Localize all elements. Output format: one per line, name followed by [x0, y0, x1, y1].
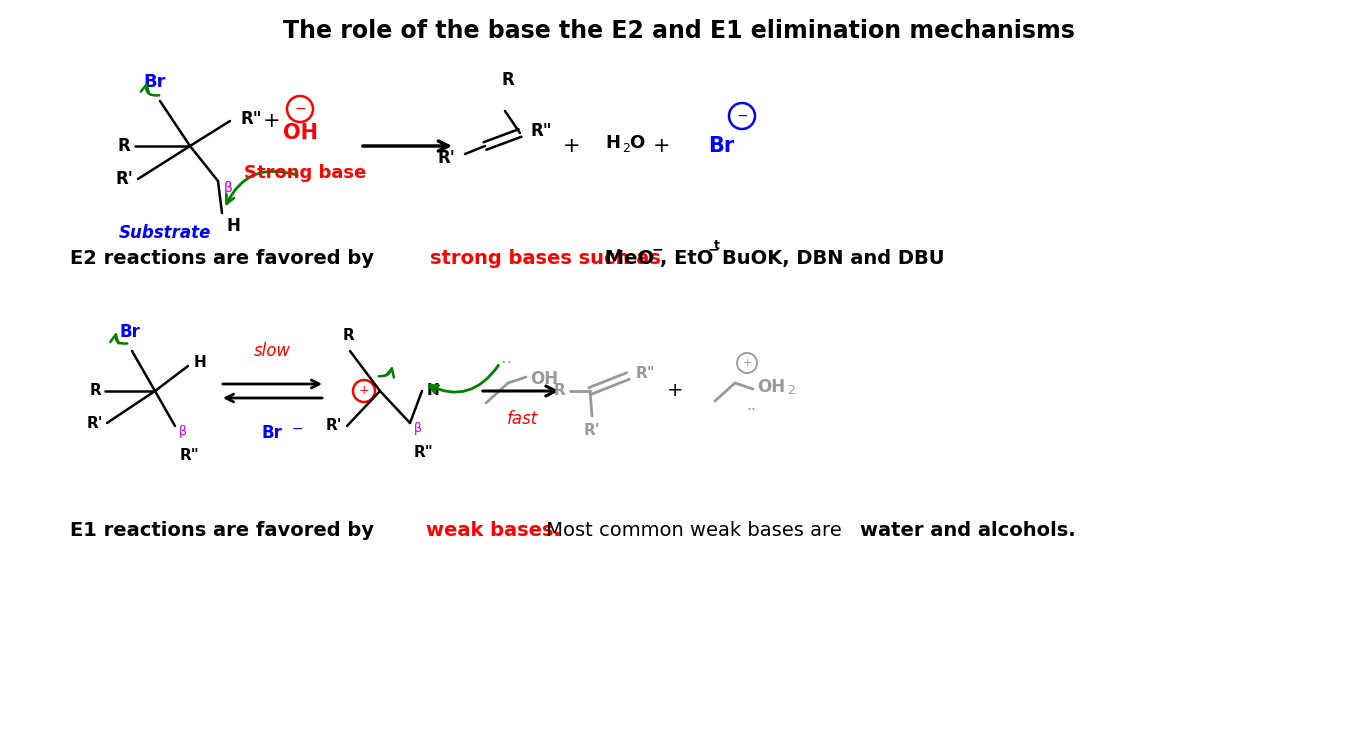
Text: H: H [606, 134, 621, 152]
Text: H: H [426, 384, 440, 399]
Text: strong bases such as: strong bases such as [430, 249, 661, 269]
Text: OH: OH [282, 123, 318, 143]
Text: water and alcohols.: water and alcohols. [860, 521, 1076, 541]
Text: Br: Br [262, 424, 282, 442]
Text: +: + [743, 358, 752, 368]
Text: Most common weak bases are: Most common weak bases are [540, 521, 847, 541]
Text: β: β [179, 425, 187, 438]
Text: MeO: MeO [598, 249, 655, 269]
Text: Strong base: Strong base [244, 164, 367, 182]
Text: H: H [194, 355, 206, 370]
Text: E2 reactions are favored by: E2 reactions are favored by [71, 249, 380, 269]
Text: −: − [295, 102, 306, 116]
Text: slow: slow [254, 342, 291, 360]
Text: R": R" [636, 366, 656, 382]
Text: −: − [736, 109, 748, 123]
Text: OH: OH [756, 378, 785, 396]
Text: β: β [224, 181, 232, 195]
Text: R: R [117, 137, 130, 155]
Text: −: − [652, 242, 664, 256]
Text: OH: OH [530, 370, 558, 388]
Text: R': R' [437, 149, 455, 167]
Text: 2: 2 [622, 143, 630, 155]
Text: H: H [225, 217, 240, 235]
Text: 2: 2 [788, 385, 794, 397]
Text: R": R" [530, 122, 551, 140]
Text: R": R" [181, 448, 200, 463]
Text: R: R [90, 384, 100, 399]
Text: R': R' [326, 418, 342, 433]
Text: R': R' [584, 423, 600, 438]
Text: R": R" [240, 110, 262, 128]
Text: ··: ·· [746, 403, 756, 418]
Text: weak bases.: weak bases. [426, 521, 561, 541]
Text: R: R [342, 328, 354, 343]
Text: R": R" [414, 445, 433, 460]
Text: fast: fast [507, 410, 538, 428]
Text: R: R [501, 71, 515, 89]
Text: The role of the base the E2 and E1 elimination mechanisms: The role of the base the E2 and E1 elimi… [282, 19, 1076, 43]
Text: +: + [359, 385, 369, 397]
Text: BuOK, DBN and DBU: BuOK, DBN and DBU [722, 249, 945, 269]
Text: R: R [553, 384, 565, 399]
Text: ··: ·· [501, 354, 519, 372]
Text: Br: Br [120, 323, 140, 341]
Text: −: − [708, 242, 720, 256]
Text: , EtO: , EtO [660, 249, 713, 269]
Text: +: + [653, 136, 671, 156]
Text: −: − [292, 422, 304, 436]
Text: O: O [629, 134, 644, 152]
Text: β: β [414, 422, 422, 435]
Text: Br: Br [144, 73, 166, 91]
Text: E1 reactions are favored by: E1 reactions are favored by [71, 521, 380, 541]
Text: R': R' [87, 415, 103, 430]
Text: Br: Br [708, 136, 735, 156]
Text: +: + [263, 111, 281, 131]
Text: +: + [564, 136, 581, 156]
Text: +: + [667, 382, 683, 400]
Text: R': R' [115, 170, 133, 188]
Text: t: t [714, 240, 720, 252]
Text: Substrate: Substrate [118, 224, 212, 242]
